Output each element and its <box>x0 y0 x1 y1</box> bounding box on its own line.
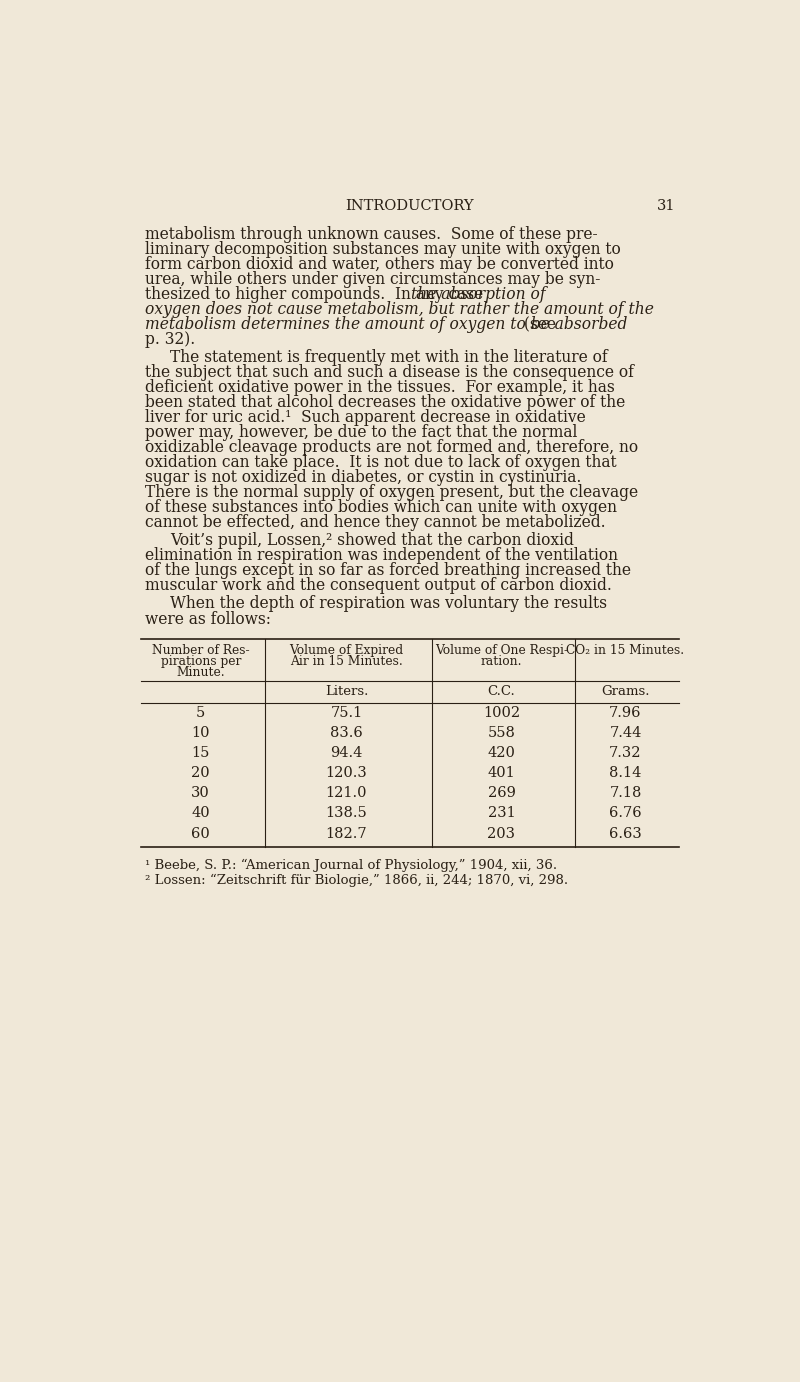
Text: the absorption of: the absorption of <box>410 286 546 303</box>
Text: Grams.: Grams. <box>602 685 650 698</box>
Text: muscular work and the consequent output of carbon dioxid.: muscular work and the consequent output … <box>145 578 612 594</box>
Text: 7.32: 7.32 <box>610 746 642 760</box>
Text: pirations per: pirations per <box>161 655 241 668</box>
Text: Air in 15 Minutes.: Air in 15 Minutes. <box>290 655 403 668</box>
Text: CO₂ in 15 Minutes.: CO₂ in 15 Minutes. <box>566 644 685 656</box>
Text: 7.96: 7.96 <box>610 706 642 720</box>
Text: form carbon dioxid and water, others may be converted into: form carbon dioxid and water, others may… <box>145 256 614 272</box>
Text: metabolism through unknown causes.  Some of these pre-: metabolism through unknown causes. Some … <box>145 225 598 243</box>
Text: When the depth of respiration was voluntary the results: When the depth of respiration was volunt… <box>170 596 606 612</box>
Text: ¹ Beebe, S. P.: “American Journal of Physiology,” 1904, xii, 36.: ¹ Beebe, S. P.: “American Journal of Phy… <box>145 858 557 872</box>
Text: 15: 15 <box>191 746 210 760</box>
Text: were as follows:: were as follows: <box>145 611 271 627</box>
Text: liver for uric acid.¹  Such apparent decrease in oxidative: liver for uric acid.¹ Such apparent decr… <box>145 409 586 426</box>
Text: 31: 31 <box>657 199 675 213</box>
Text: deficient oxidative power in the tissues.  For example, it has: deficient oxidative power in the tissues… <box>145 379 614 397</box>
Text: The statement is frequently met with in the literature of: The statement is frequently met with in … <box>170 350 607 366</box>
Text: 60: 60 <box>191 826 210 840</box>
Text: power may, however, be due to the fact that the normal: power may, however, be due to the fact t… <box>145 424 578 441</box>
Text: 138.5: 138.5 <box>326 807 367 821</box>
Text: 121.0: 121.0 <box>326 786 367 800</box>
Text: liminary decomposition substances may unite with oxygen to: liminary decomposition substances may un… <box>145 240 621 258</box>
Text: Liters.: Liters. <box>325 685 368 698</box>
Text: Volume of Expired: Volume of Expired <box>290 644 403 656</box>
Text: oxidation can take place.  It is not due to lack of oxygen that: oxidation can take place. It is not due … <box>145 455 617 471</box>
Text: 7.18: 7.18 <box>610 786 642 800</box>
Text: urea, while others under given circumstances may be syn-: urea, while others under given circumsta… <box>145 271 600 287</box>
Text: been stated that alcohol decreases the oxidative power of the: been stated that alcohol decreases the o… <box>145 394 626 412</box>
Text: 75.1: 75.1 <box>330 706 362 720</box>
Text: 94.4: 94.4 <box>330 746 362 760</box>
Text: Volume of One Respi-: Volume of One Respi- <box>435 644 568 656</box>
Text: 558: 558 <box>487 727 515 741</box>
Text: C.C.: C.C. <box>487 685 515 698</box>
Text: elimination in respiration was independent of the ventilation: elimination in respiration was independe… <box>145 547 618 564</box>
Text: the subject that such and such a disease is the consequence of: the subject that such and such a disease… <box>145 363 634 381</box>
Text: of these substances into bodies which can unite with oxygen: of these substances into bodies which ca… <box>145 499 617 517</box>
Text: oxygen does not cause metabolism, but rather the amount of the: oxygen does not cause metabolism, but ra… <box>145 301 654 318</box>
Text: of the lungs except in so far as forced breathing increased the: of the lungs except in so far as forced … <box>145 562 631 579</box>
Text: 7.44: 7.44 <box>610 727 642 741</box>
Text: Number of Res-: Number of Res- <box>152 644 250 656</box>
Text: cannot be effected, and hence they cannot be metabolized.: cannot be effected, and hence they canno… <box>145 514 606 531</box>
Text: oxidizable cleavage products are not formed and, therefore, no: oxidizable cleavage products are not for… <box>145 439 638 456</box>
Text: Minute.: Minute. <box>177 666 225 679</box>
Text: 20: 20 <box>191 767 210 781</box>
Text: 182.7: 182.7 <box>326 826 367 840</box>
Text: INTRODUCTORY: INTRODUCTORY <box>346 199 474 213</box>
Text: ration.: ration. <box>481 655 522 668</box>
Text: 10: 10 <box>191 727 210 741</box>
Text: 8.14: 8.14 <box>610 767 642 781</box>
Text: p. 32).: p. 32). <box>145 332 195 348</box>
Text: 269: 269 <box>487 786 515 800</box>
Text: 401: 401 <box>487 767 515 781</box>
Text: 6.76: 6.76 <box>609 807 642 821</box>
Text: 40: 40 <box>191 807 210 821</box>
Text: 231: 231 <box>487 807 515 821</box>
Text: metabolism determines the amount of oxygen to be absorbed: metabolism determines the amount of oxyg… <box>145 316 627 333</box>
Text: 30: 30 <box>191 786 210 800</box>
Text: sugar is not oxidized in diabetes, or cystin in cystinuria.: sugar is not oxidized in diabetes, or cy… <box>145 470 582 486</box>
Text: 203: 203 <box>487 826 515 840</box>
Text: 120.3: 120.3 <box>326 767 367 781</box>
Text: 6.63: 6.63 <box>609 826 642 840</box>
Text: 83.6: 83.6 <box>330 727 363 741</box>
Text: (see: (see <box>518 316 556 333</box>
Text: Voit’s pupil, Lossen,² showed that the carbon dioxid: Voit’s pupil, Lossen,² showed that the c… <box>170 532 574 550</box>
Text: 5: 5 <box>196 706 206 720</box>
Text: ² Lossen: “Zeitschrift für Biologie,” 1866, ii, 244; 1870, vi, 298.: ² Lossen: “Zeitschrift für Biologie,” 18… <box>145 873 568 887</box>
Text: 1002: 1002 <box>483 706 520 720</box>
Text: 420: 420 <box>487 746 515 760</box>
Text: There is the normal supply of oxygen present, but the cleavage: There is the normal supply of oxygen pre… <box>145 484 638 502</box>
Text: thesized to higher compounds.  In any case: thesized to higher compounds. In any cas… <box>145 286 488 303</box>
